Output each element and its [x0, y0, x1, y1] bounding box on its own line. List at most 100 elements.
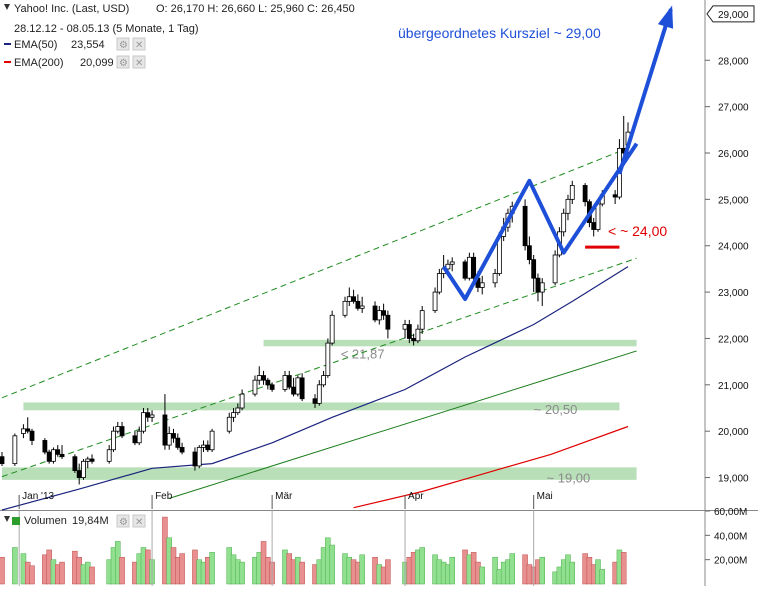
candle[interactable]	[449, 257, 455, 272]
candle-body	[612, 194, 618, 198]
candle-body	[166, 433, 172, 446]
volume-settings-button[interactable]: ⚙	[116, 514, 130, 528]
candle[interactable]	[269, 382, 275, 392]
candle[interactable]	[29, 428, 35, 446]
candle-body	[145, 412, 151, 418]
candle[interactable]	[179, 442, 185, 455]
candle[interactable]	[51, 447, 56, 464]
candle[interactable]	[565, 194, 571, 221]
candle[interactable]	[252, 375, 258, 397]
candle[interactable]	[166, 426, 172, 450]
candle[interactable]	[539, 278, 545, 306]
candle-body	[449, 261, 455, 265]
volume-close-button[interactable]: ✕	[132, 514, 146, 528]
support-annotation: < ~ 24,00	[608, 223, 667, 239]
ema200-settings-button[interactable]: ⚙	[116, 55, 130, 69]
candle[interactable]	[171, 428, 176, 443]
candle-body	[436, 273, 442, 293]
candle[interactable]	[471, 252, 477, 283]
month-tick-label: Jan '13	[22, 491, 54, 502]
candle[interactable]	[531, 255, 537, 293]
candle[interactable]	[406, 319, 412, 344]
candle[interactable]	[552, 250, 558, 286]
candle[interactable]	[329, 310, 335, 346]
candle[interactable]	[582, 183, 588, 207]
candle[interactable]	[321, 370, 326, 388]
candle[interactable]	[136, 426, 142, 446]
candle[interactable]	[295, 375, 301, 397]
candle[interactable]	[286, 370, 292, 390]
candle[interactable]	[72, 454, 78, 473]
collapse-arrow-icon[interactable]	[4, 4, 10, 10]
candle-body	[359, 305, 365, 309]
candle[interactable]	[89, 454, 95, 464]
candle[interactable]	[351, 289, 356, 304]
candle[interactable]	[415, 324, 421, 344]
candle[interactable]	[526, 236, 532, 265]
candle[interactable]	[226, 412, 232, 434]
w-pattern-line	[441, 142, 639, 301]
candle[interactable]	[462, 259, 468, 281]
candle[interactable]	[522, 199, 528, 251]
ema50-close-button[interactable]: ✕	[132, 37, 146, 51]
ema200-close-button[interactable]: ✕	[132, 55, 146, 69]
ema50-settings-button[interactable]: ⚙	[116, 37, 130, 51]
ema50-label: EMA(50)	[14, 39, 57, 51]
candle[interactable]	[436, 268, 442, 295]
candle[interactable]	[81, 459, 86, 480]
candle[interactable]	[175, 433, 181, 450]
candle[interactable]	[359, 296, 365, 313]
price-panel[interactable]	[0, 0, 705, 510]
candle[interactable]	[111, 426, 116, 453]
candle[interactable]	[385, 310, 391, 339]
month-tick-label: Apr	[408, 491, 424, 502]
candle[interactable]	[231, 408, 236, 422]
support-zone-3	[2, 467, 637, 480]
candle[interactable]	[106, 445, 112, 464]
candle[interactable]	[235, 403, 241, 415]
candle[interactable]	[162, 394, 168, 450]
candle-body	[552, 254, 558, 284]
candle-body	[591, 222, 597, 230]
candle[interactable]	[0, 452, 5, 466]
candle[interactable]	[261, 370, 266, 385]
month-tick-label: Mär	[275, 491, 293, 502]
candle[interactable]	[25, 417, 31, 434]
candle[interactable]	[342, 296, 348, 318]
candle-body	[25, 428, 31, 432]
candle[interactable]	[419, 306, 425, 334]
target-arrow-head	[657, 5, 674, 29]
candle-body	[205, 444, 211, 451]
candle[interactable]	[239, 389, 245, 411]
candle[interactable]	[381, 303, 387, 320]
candle[interactable]	[299, 373, 305, 402]
volume-bar	[119, 556, 125, 585]
support-zone-2	[23, 402, 620, 411]
candle-body	[531, 259, 537, 279]
candle-body	[162, 414, 168, 446]
candle[interactable]	[119, 421, 125, 439]
candle[interactable]	[325, 338, 331, 378]
candle[interactable]	[141, 408, 146, 434]
candle[interactable]	[569, 180, 575, 204]
candle[interactable]	[355, 294, 361, 311]
candle-body	[316, 384, 322, 404]
candle[interactable]	[12, 433, 18, 466]
candle[interactable]	[479, 275, 485, 295]
candle[interactable]	[42, 438, 48, 455]
price-tick-label: 21,000	[718, 381, 749, 392]
volume-collapse-arrow-icon[interactable]	[4, 516, 10, 522]
candle[interactable]	[59, 445, 65, 459]
candle[interactable]	[196, 445, 202, 469]
candle[interactable]	[265, 377, 271, 390]
candle[interactable]	[316, 380, 322, 406]
candle[interactable]	[55, 445, 61, 457]
candle[interactable]	[209, 428, 215, 453]
candle[interactable]	[149, 410, 155, 422]
candle[interactable]	[561, 208, 567, 237]
volume-bar	[599, 569, 606, 585]
candle[interactable]	[432, 287, 438, 313]
candle[interactable]	[492, 268, 498, 288]
volume-bar	[29, 565, 35, 585]
candle[interactable]	[46, 449, 52, 464]
